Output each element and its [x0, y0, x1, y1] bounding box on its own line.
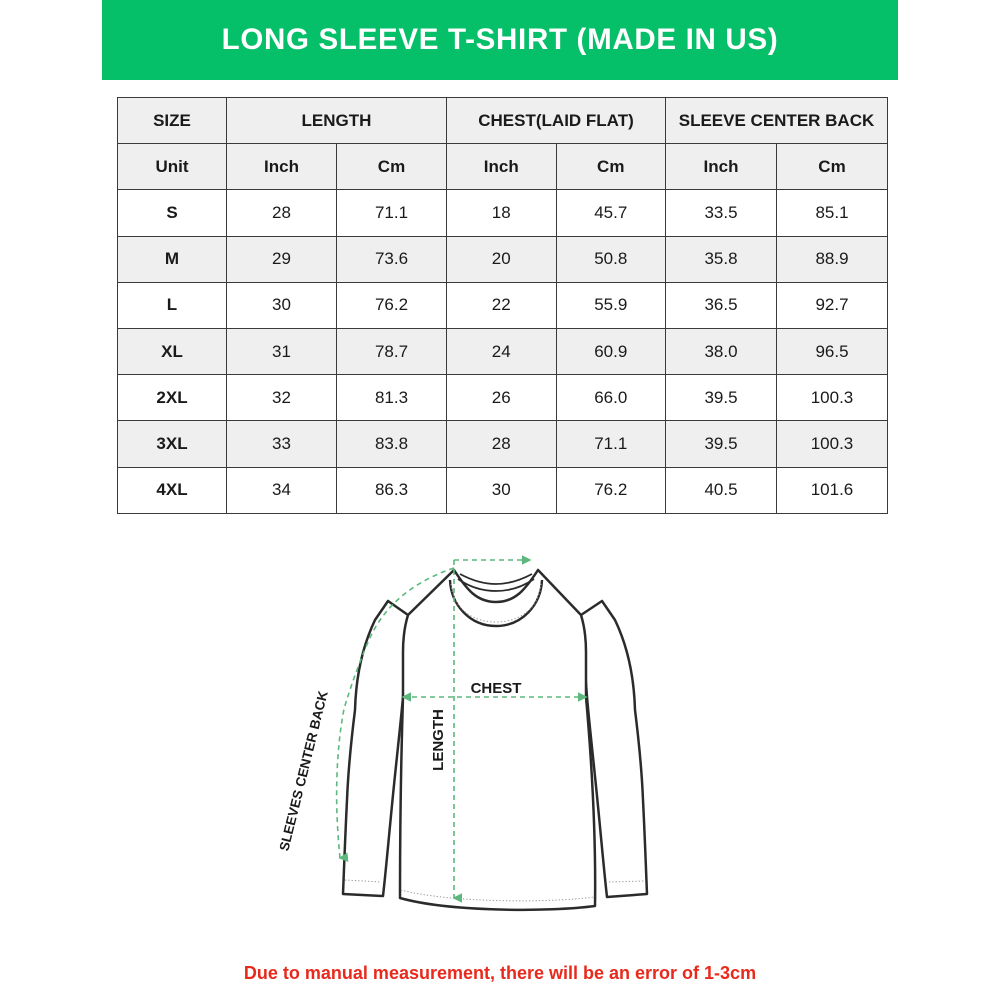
- svg-text:LENGTH: LENGTH: [430, 709, 447, 771]
- svg-text:SLEEVES CENTER BACK: SLEEVES CENTER BACK: [276, 689, 330, 852]
- svg-text:CHEST: CHEST: [471, 680, 522, 697]
